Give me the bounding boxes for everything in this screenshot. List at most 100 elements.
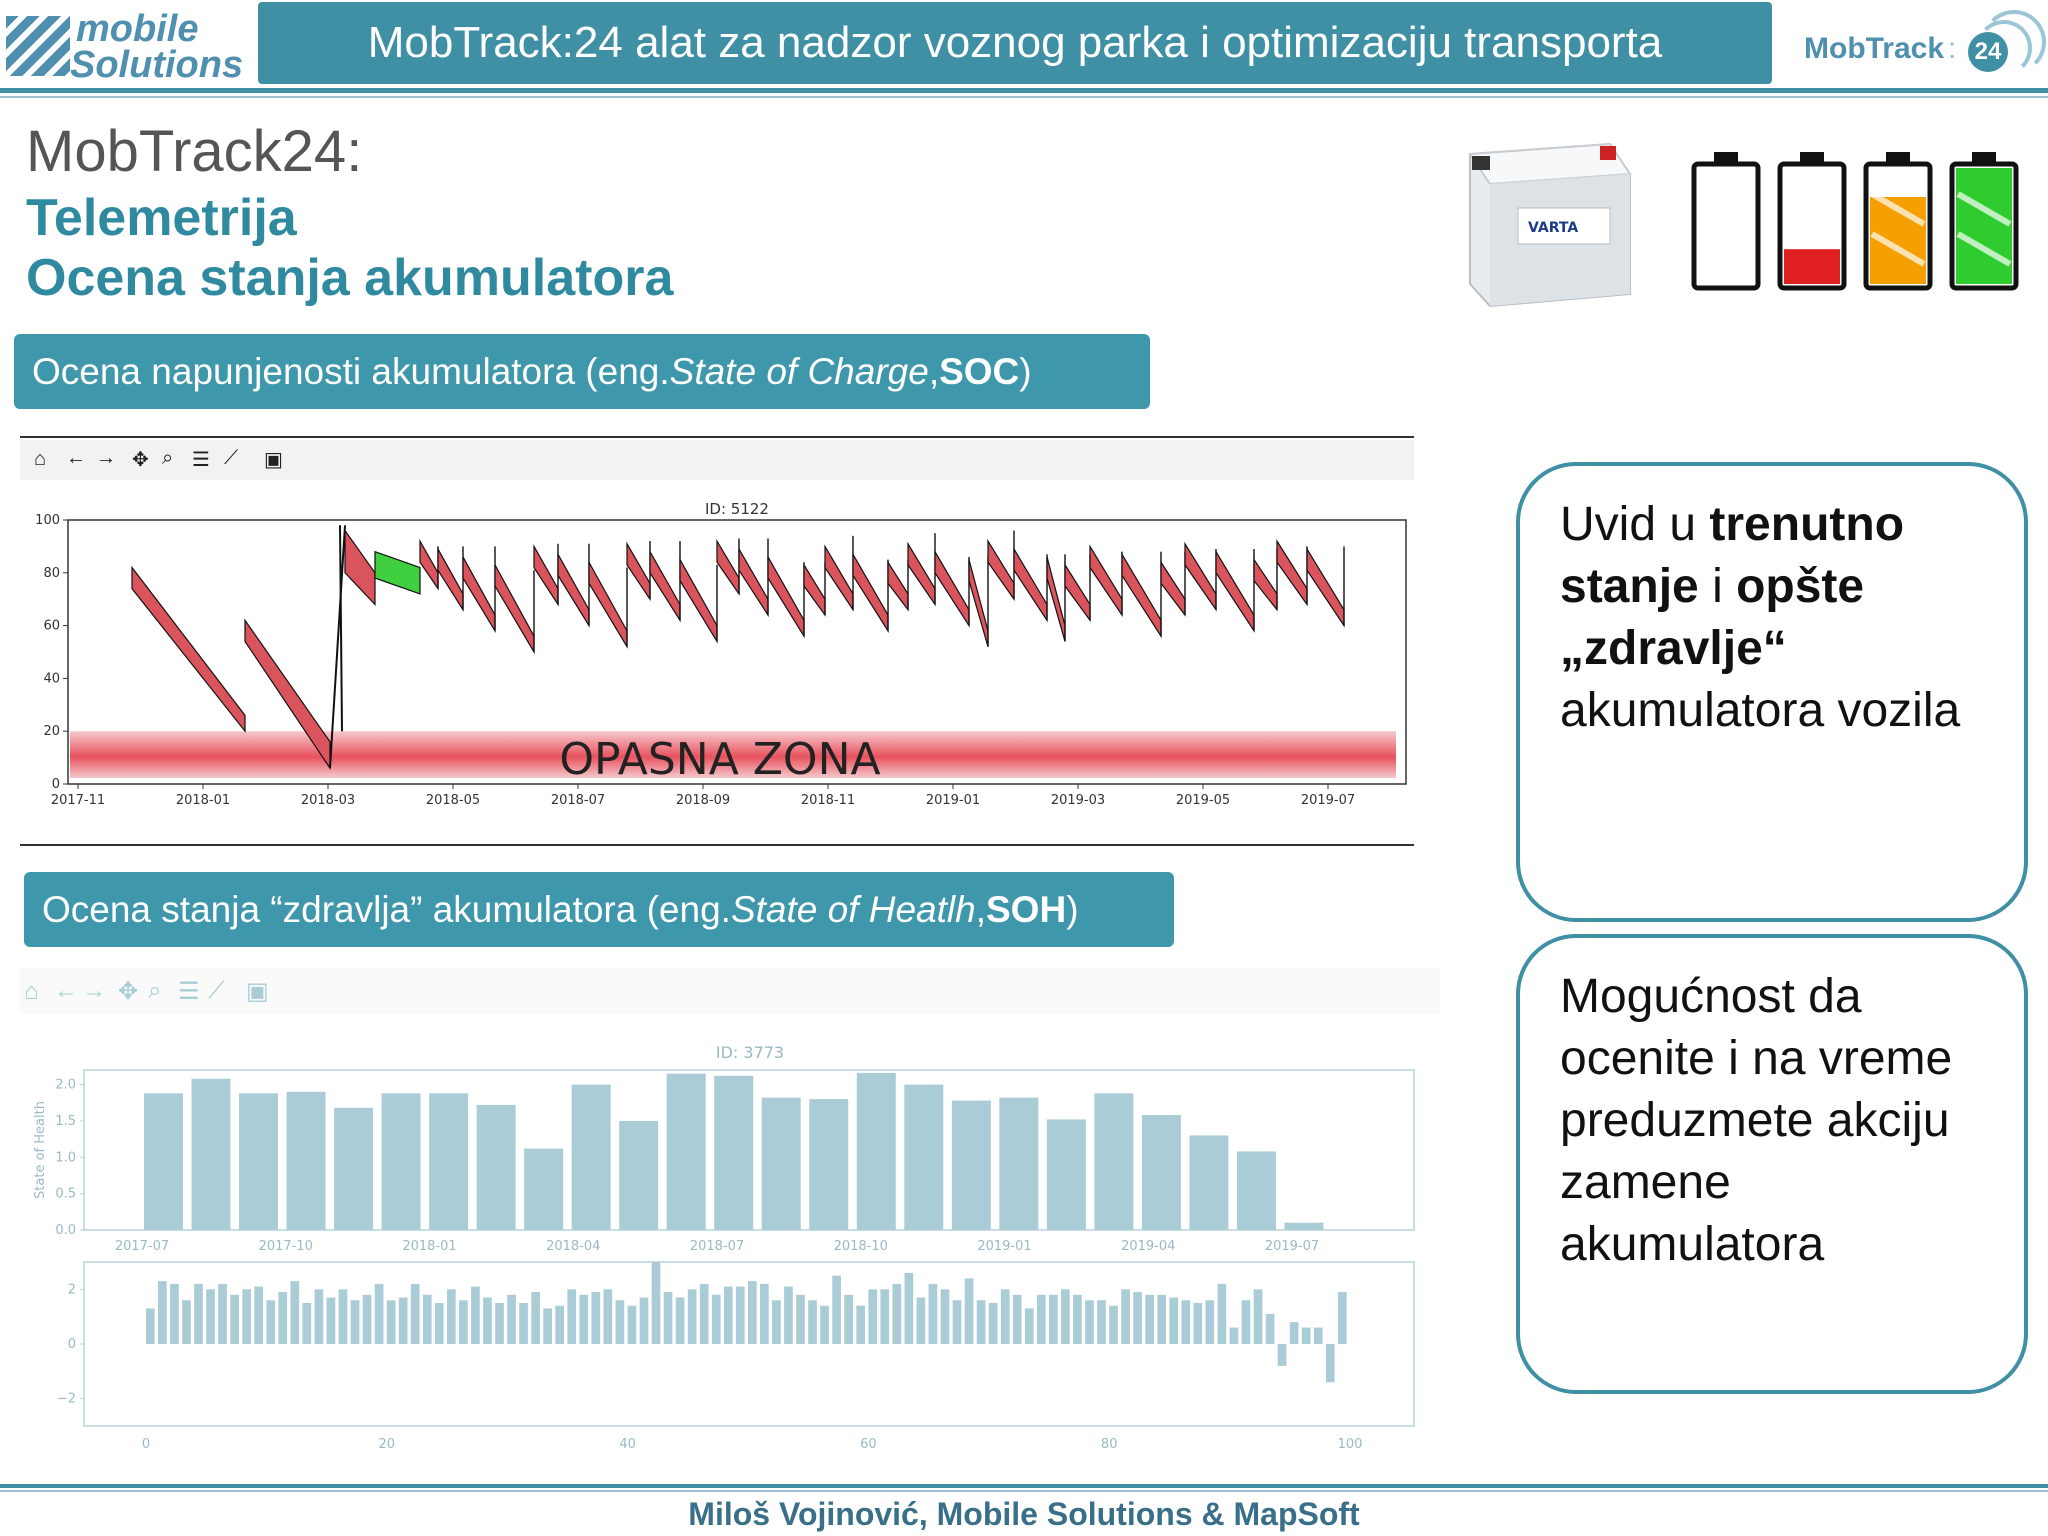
box1-bold2: opšte „zdravlje“ bbox=[1560, 560, 1865, 675]
y-tick-label: 2 bbox=[68, 1282, 76, 1297]
delta-bar bbox=[531, 1292, 540, 1344]
delta-bar bbox=[338, 1289, 348, 1344]
configure-subplots-icon[interactable]: ☰ bbox=[178, 978, 200, 1005]
soh-banner-italic: State of Heatlh bbox=[730, 888, 976, 930]
delta-bar bbox=[1289, 1322, 1299, 1344]
delta-bar bbox=[519, 1303, 528, 1344]
delta-bar bbox=[483, 1297, 492, 1344]
battery-terminal-negative bbox=[1472, 156, 1490, 170]
delta-bar bbox=[1121, 1289, 1130, 1344]
battery-outline bbox=[1777, 161, 1847, 291]
logo-line2: Solutions bbox=[70, 44, 244, 86]
pan-icon[interactable]: ✥ bbox=[118, 978, 139, 1005]
page-subtitle-telemetry: Telemetrija bbox=[26, 189, 297, 247]
soh-bar bbox=[856, 1072, 896, 1230]
battery-level-icon bbox=[1691, 152, 1761, 291]
soc-band bbox=[767, 554, 805, 639]
y-tick-label: 0.5 bbox=[55, 1187, 76, 1202]
zoom-icon[interactable]: ⌕ bbox=[162, 447, 174, 469]
delta-bar bbox=[675, 1297, 685, 1344]
forward-arrow-icon[interactable]: → bbox=[96, 447, 116, 469]
delta-bar bbox=[615, 1300, 625, 1344]
delta-bar bbox=[832, 1275, 841, 1344]
delta-bar bbox=[808, 1300, 817, 1344]
footer-divider bbox=[0, 1484, 2048, 1488]
battery-stripe bbox=[1870, 191, 1926, 227]
pan-icon[interactable]: ✥ bbox=[132, 449, 149, 471]
battery-terminal-positive bbox=[1600, 146, 1616, 160]
page-subtitle-battery: Ocena stanja akumulatora bbox=[26, 249, 674, 307]
y-tick-label: 0.0 bbox=[55, 1223, 76, 1238]
soc-band bbox=[887, 560, 909, 612]
soc-banner-bold: SOC bbox=[939, 350, 1020, 392]
soc-band bbox=[1253, 557, 1278, 612]
delta-bar bbox=[639, 1297, 649, 1344]
logo-stripes-icon bbox=[6, 16, 70, 76]
battery-level-icon bbox=[1949, 152, 2019, 291]
home-icon[interactable]: ⌂ bbox=[34, 448, 47, 470]
delta-bar bbox=[495, 1303, 504, 1344]
delta-bar bbox=[591, 1292, 601, 1344]
soh-banner-sep: , bbox=[975, 888, 986, 930]
box1-bold1: trenutno stanje bbox=[1560, 498, 1905, 613]
y-tick-label: −2 bbox=[57, 1392, 76, 1407]
delta-bar bbox=[916, 1297, 926, 1344]
x-tick-label: 20 bbox=[379, 1437, 396, 1452]
delta-bar bbox=[1229, 1327, 1239, 1344]
delta-bar bbox=[1241, 1300, 1251, 1344]
y-tick-label: 2.0 bbox=[55, 1078, 76, 1093]
soh-banner-suffix: ) bbox=[1066, 888, 1079, 930]
delta-bar bbox=[242, 1289, 251, 1344]
x-tick-label: 2019-01 bbox=[977, 1239, 1031, 1254]
soc-trace bbox=[339, 525, 343, 732]
soc-banner-prefix: Ocena napunjenosti akumulatora (eng. bbox=[32, 350, 670, 392]
x-tick-label: 2018-01 bbox=[402, 1239, 456, 1254]
delta-bar bbox=[374, 1283, 384, 1344]
edit-axis-icon[interactable]: ⟋ bbox=[208, 977, 225, 1004]
y-tick-label: 80 bbox=[43, 566, 60, 581]
x-tick-label: 2019-03 bbox=[1051, 793, 1105, 808]
soc-band bbox=[244, 618, 331, 771]
box2-text: Mogućnost da ocenite i na vreme preduzme… bbox=[1560, 970, 1953, 1271]
soh-banner: Ocena stanja “zdravlja” akumulatora (eng… bbox=[24, 872, 1174, 947]
y-tick-label: 1.5 bbox=[55, 1114, 76, 1129]
box1-text3: akumulatora vozila bbox=[1560, 684, 1961, 737]
delta-bar bbox=[1000, 1289, 1010, 1344]
configure-subplots-icon[interactable]: ☰ bbox=[192, 449, 210, 471]
save-icon[interactable]: ▣ bbox=[264, 449, 283, 471]
forward-arrow-icon[interactable]: → bbox=[82, 977, 106, 1004]
soc-band bbox=[626, 541, 651, 602]
save-icon[interactable]: ▣ bbox=[246, 978, 269, 1005]
soh-bar bbox=[1094, 1093, 1134, 1230]
delta-bar bbox=[326, 1297, 336, 1344]
x-tick-label: 2019-01 bbox=[926, 793, 980, 808]
edit-axis-icon[interactable]: ⟋ bbox=[224, 447, 238, 469]
delta-bar bbox=[555, 1305, 565, 1344]
soc-band bbox=[437, 546, 464, 612]
home-icon[interactable]: ⌂ bbox=[24, 978, 39, 1005]
delta-bar bbox=[206, 1289, 215, 1344]
delta-bar bbox=[290, 1281, 300, 1344]
mobtrack-logo-text: MobTrack bbox=[1804, 32, 1945, 65]
delta-bar bbox=[1265, 1313, 1275, 1344]
y-tick-label: 0 bbox=[68, 1337, 76, 1352]
logo-line1: mobile bbox=[76, 8, 199, 50]
x-tick-label: 2018-07 bbox=[551, 793, 605, 808]
delta-bar bbox=[904, 1272, 914, 1344]
delta-bar bbox=[1085, 1300, 1094, 1344]
x-tick-label: 2017-07 bbox=[115, 1239, 169, 1254]
delta-bar bbox=[278, 1292, 288, 1344]
soh-bar bbox=[666, 1073, 706, 1230]
zoom-icon[interactable]: ⌕ bbox=[148, 977, 162, 1004]
car-battery-image: VARTA bbox=[1468, 142, 1632, 308]
delta-bar bbox=[398, 1297, 408, 1344]
back-arrow-icon[interactable]: ← bbox=[66, 447, 86, 469]
soh-bar bbox=[571, 1084, 611, 1230]
soc-banner-sep: , bbox=[928, 350, 940, 392]
delta-bar bbox=[1036, 1294, 1046, 1344]
box1-text1: Uvid u bbox=[1560, 498, 1710, 551]
back-arrow-icon[interactable]: ← bbox=[54, 977, 78, 1004]
delta-bar bbox=[1301, 1327, 1311, 1344]
soh-chart-toolbar: ⌂ ← → ✥ ⌕ ☰ ⟋ ▣ bbox=[20, 968, 1440, 1014]
